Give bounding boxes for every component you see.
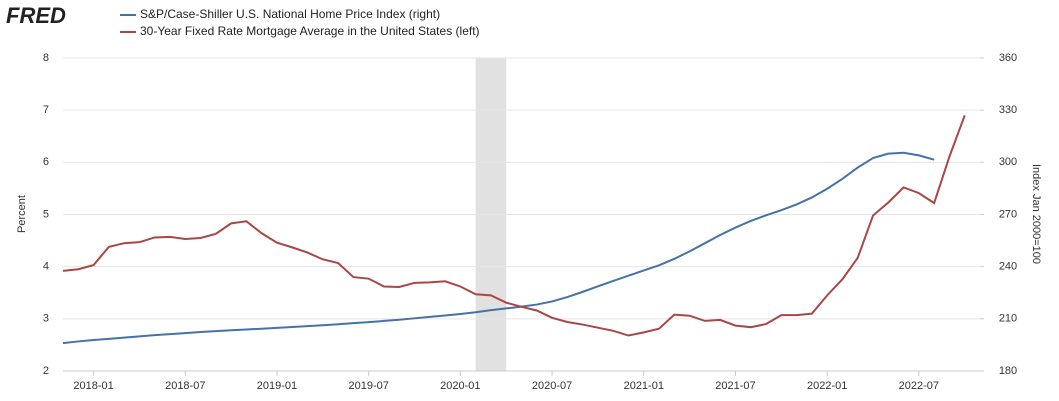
y2-axis-label: Index Jan 2000=100	[1030, 164, 1042, 264]
y-tick-label: 7	[43, 104, 49, 116]
x-tick-label: 2021-01	[624, 380, 664, 392]
x-tick-label: 2020-07	[532, 380, 572, 392]
x-tick-label: 2021-07	[715, 380, 755, 392]
y2-tick-label: 330	[999, 104, 1017, 116]
y2-tick-label: 210	[999, 313, 1017, 325]
y2-tick-label: 180	[999, 365, 1017, 377]
y-tick-label: 8	[43, 52, 49, 64]
x-tick-label: 2022-07	[899, 380, 939, 392]
series-line	[62, 115, 966, 337]
legend-label: S&P/Case-Shiller U.S. National Home Pric…	[140, 7, 440, 21]
series-line	[62, 151, 935, 345]
x-tick-label: 2018-01	[73, 380, 113, 392]
y-tick-label: 3	[43, 313, 49, 325]
y-axis-label: Percent	[16, 195, 28, 233]
x-tick-label: 2019-01	[257, 380, 297, 392]
y-tick-label: 2	[43, 365, 49, 377]
legend-label: 30-Year Fixed Rate Mortgage Average in t…	[140, 24, 480, 38]
y-tick-label: 6	[43, 156, 49, 168]
y2-tick-label: 270	[999, 208, 1017, 220]
y2-tick-label: 240	[999, 261, 1017, 273]
logo: FRED	[6, 3, 66, 28]
y-tick-label: 5	[43, 208, 49, 220]
y2-tick-label: 360	[999, 52, 1017, 64]
y-tick-label: 4	[43, 261, 49, 273]
x-tick-label: 2018-07	[165, 380, 205, 392]
x-tick-label: 2022-01	[807, 380, 847, 392]
x-tick-label: 2020-01	[440, 380, 480, 392]
y2-tick-label: 300	[999, 156, 1017, 168]
x-tick-label: 2019-07	[348, 380, 388, 392]
